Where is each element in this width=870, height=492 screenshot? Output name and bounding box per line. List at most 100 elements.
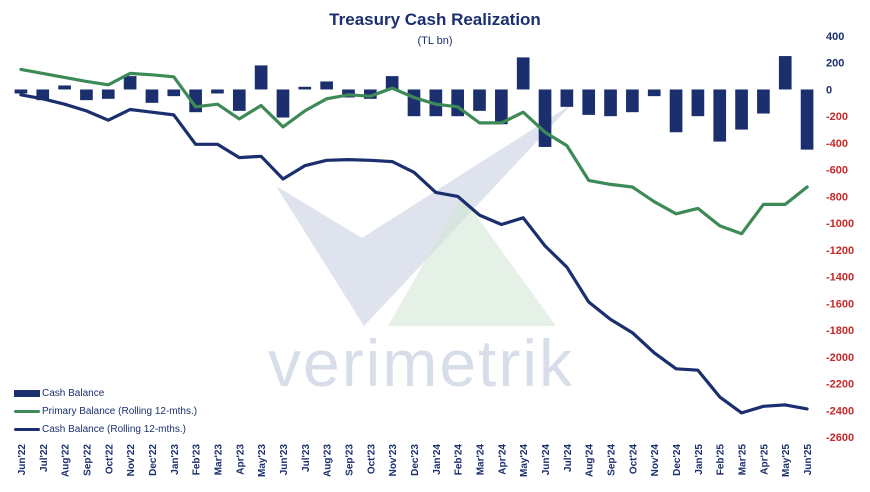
x-tick-label: Aug'23: [323, 444, 334, 477]
x-tick-label: Feb'24: [454, 444, 465, 476]
legend: Cash Balance Primary Balance (Rolling 12…: [14, 384, 197, 438]
watermark-text: verimetrik: [268, 326, 575, 400]
x-tick-label: Apr'24: [497, 444, 508, 475]
y-tick-label: -2200: [826, 379, 854, 391]
legend-item-primary-balance: Primary Balance (Rolling 12-mths.): [14, 402, 197, 420]
x-tick-label: May'24: [519, 444, 530, 477]
y-tick-label: 200: [826, 58, 844, 70]
x-tick-label: Aug'24: [585, 444, 596, 477]
y-tick-label: 400: [826, 31, 844, 43]
legend-label: Cash Balance (Rolling 12-mths.): [42, 423, 186, 435]
line-primary-balance: [19, 67, 809, 236]
x-tick-label: Sep'23: [345, 444, 356, 476]
x-tick-label: Apr'23: [235, 444, 246, 475]
x-tick-label: Sep'24: [607, 444, 618, 476]
bar-cash-balance: [123, 76, 137, 90]
bar-cash-balance: [80, 89, 93, 101]
x-tick-label: Oct'23: [366, 444, 377, 475]
bar-cash-balance: [516, 57, 530, 90]
bar-cash-balance: [145, 89, 159, 103]
bar-cash-balance: [385, 76, 399, 90]
x-tick-label: Oct'22: [104, 444, 115, 475]
x-tick-label: Oct'24: [628, 444, 639, 475]
x-tick-label: Feb'23: [192, 444, 203, 476]
bar-cash-balance: [254, 65, 268, 90]
bar-cash-balance: [800, 89, 814, 150]
x-tick-label: Apr'25: [759, 444, 770, 475]
bar-cash-balance: [14, 89, 28, 94]
x-tick-label: Mar'23: [214, 444, 225, 476]
bar-cash-balance: [778, 56, 792, 90]
y-tick-label: -2600: [826, 432, 854, 444]
x-tick-label: Jul'23: [301, 444, 312, 472]
y-tick-label: -1400: [826, 272, 854, 284]
chart-title: Treasury Cash Realization: [329, 10, 541, 29]
bar-cash-balance: [407, 89, 421, 117]
bar-cash-balance: [713, 89, 727, 142]
y-tick-label: -400: [826, 138, 848, 150]
y-tick-label: -800: [826, 191, 848, 203]
bar-cash-balance: [320, 81, 333, 90]
x-tick-label: Mar'24: [476, 444, 487, 476]
x-tick-label: Mar'25: [738, 444, 749, 476]
watermark-triangle-shape: [388, 196, 556, 326]
x-tick-label: Dec'23: [410, 444, 421, 476]
legend-label: Cash Balance: [42, 387, 105, 399]
x-tick-label: Jun'23: [279, 444, 290, 476]
bar-cash-balance: [232, 89, 246, 111]
x-tick-label: Feb'25: [716, 444, 727, 476]
bar-cash-balance: [735, 89, 748, 130]
x-tick-label: Dec'22: [148, 444, 159, 476]
bar-cash-balance: [211, 89, 224, 94]
bar-cash-balance: [757, 89, 770, 114]
bar-cash-balance: [604, 89, 617, 117]
bar-cash-balance: [167, 89, 181, 97]
y-tick-label: -2000: [826, 352, 854, 364]
bar-cash-balance: [101, 89, 115, 99]
y-tick-label: -2400: [826, 405, 854, 417]
y-tick-label: -200: [826, 111, 848, 123]
bar-cash-balance: [538, 89, 552, 147]
x-tick-label: Nov'23: [388, 444, 399, 477]
x-tick-label: Aug'22: [61, 444, 72, 477]
bar-cash-balance: [473, 89, 486, 111]
y-tick-label: -1800: [826, 325, 854, 337]
x-tick-label: Jun'25: [803, 444, 814, 476]
bar-cash-balance: [495, 89, 508, 125]
y-tick-label: -1000: [826, 218, 854, 230]
legend-swatch-bar: [14, 389, 40, 397]
x-tick-label: Jul'22: [39, 444, 50, 472]
x-tick-label: Nov'24: [650, 444, 661, 477]
watermark-check-shape: [276, 104, 572, 326]
y-tick-label: -1200: [826, 245, 854, 257]
x-tick-label: Nov'22: [126, 444, 137, 477]
x-tick-label: Dec'24: [672, 444, 683, 476]
bar-cash-balance: [691, 89, 705, 117]
legend-swatch-line: [14, 427, 40, 431]
bar-cash-balance: [36, 89, 50, 101]
x-tick-label: Jun'22: [17, 444, 28, 476]
bar-cash-balance: [647, 89, 661, 97]
bar-cash-balance: [451, 89, 465, 117]
x-tick-label: Sep'22: [82, 444, 93, 476]
x-tick-label: Jun'24: [541, 444, 552, 476]
x-tick-label: Jul'24: [563, 444, 574, 472]
legend-label: Primary Balance (Rolling 12-mths.): [42, 405, 198, 417]
x-tick-label: Jan'23: [170, 444, 181, 475]
chart-subtitle: (TL bn): [417, 35, 453, 47]
y-tick-label: -600: [826, 165, 848, 177]
bar-cash-balance: [560, 89, 574, 107]
legend-item-cash-balance: Cash Balance: [14, 384, 197, 402]
bar-cash-balance: [582, 89, 596, 115]
bar-cash-balance: [58, 85, 71, 90]
x-tick-label: Jan'24: [432, 444, 443, 475]
bar-cash-balance: [669, 89, 683, 133]
bar-cash-balance: [298, 86, 312, 90]
legend-item-cash-balance-rolling: Cash Balance (Rolling 12-mths.): [14, 420, 197, 438]
bar-cash-balance: [626, 89, 639, 113]
y-tick-label: -1600: [826, 298, 854, 310]
legend-swatch-line: [14, 409, 40, 413]
x-tick-label: May'25: [781, 444, 792, 477]
y-tick-label: 0: [826, 84, 832, 96]
